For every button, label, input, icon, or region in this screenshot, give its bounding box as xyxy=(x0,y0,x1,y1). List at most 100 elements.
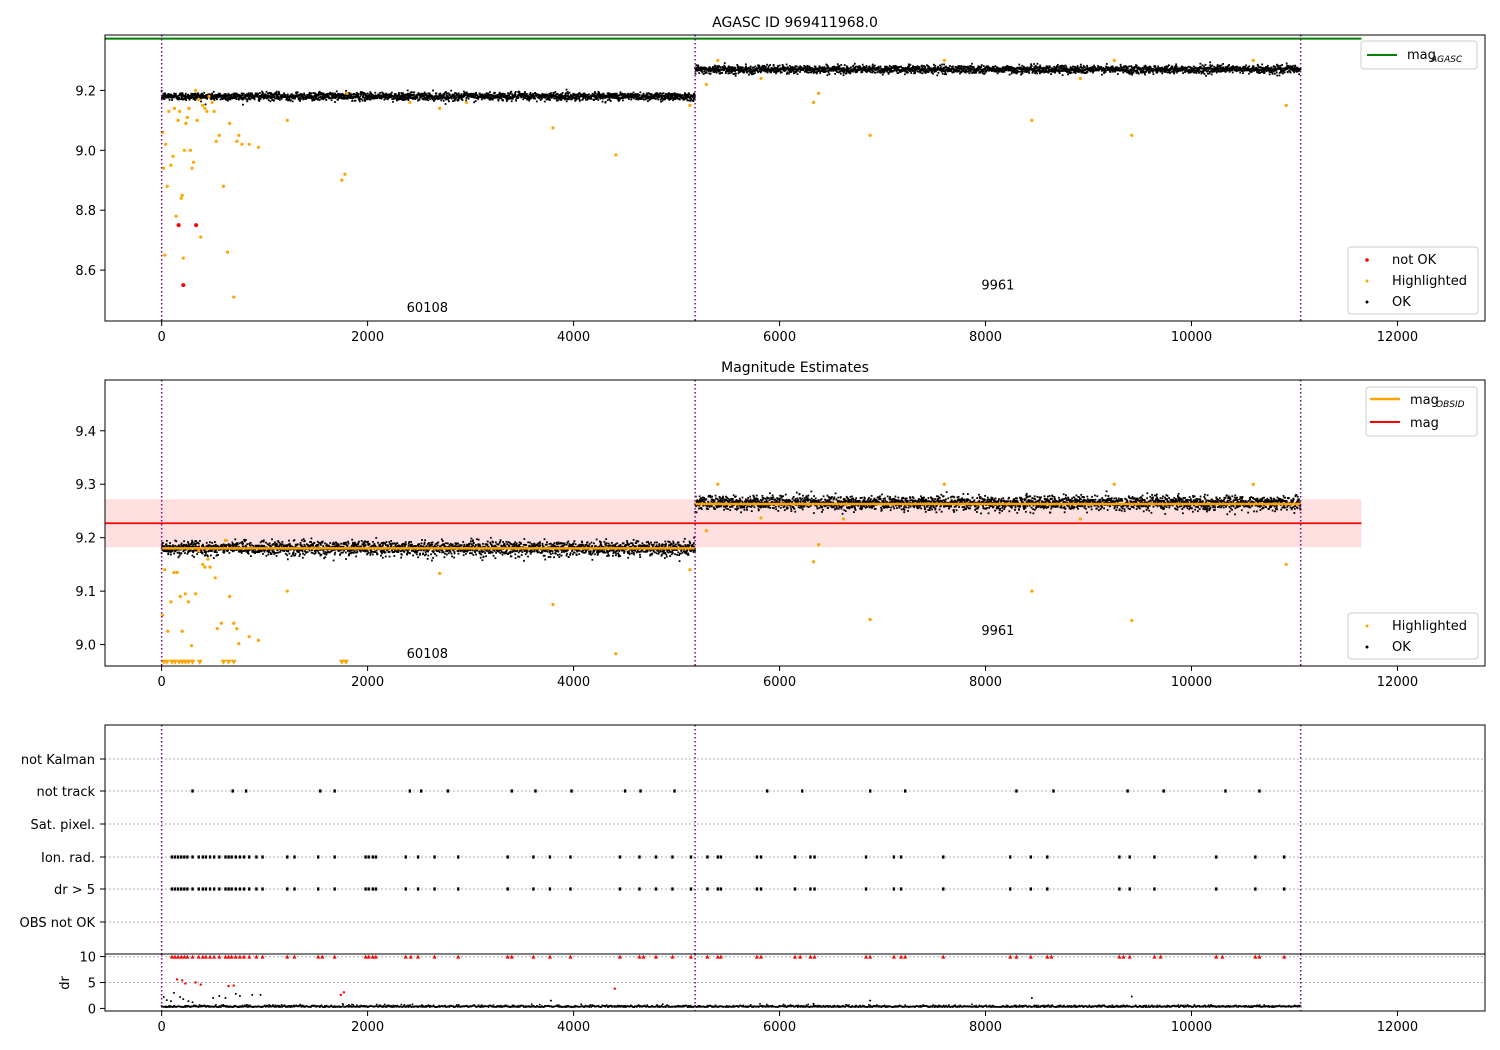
ok-point xyxy=(1223,70,1226,72)
ok-point xyxy=(1146,69,1149,72)
ok-point xyxy=(724,66,727,69)
ok-point xyxy=(609,94,612,97)
ok-point xyxy=(563,95,566,98)
ok-point xyxy=(265,95,268,98)
ok-point xyxy=(766,69,769,72)
ok-point xyxy=(681,94,684,97)
ok-point xyxy=(1082,66,1085,69)
ok-point xyxy=(780,68,783,71)
ok-point xyxy=(437,96,440,98)
ok-point xyxy=(1046,67,1049,69)
ok-point xyxy=(534,91,537,94)
ok-point xyxy=(663,95,666,98)
ok-point xyxy=(365,94,368,97)
ok-point xyxy=(954,70,957,73)
ok-point xyxy=(1160,67,1162,70)
ok-point xyxy=(703,70,706,73)
ok-point xyxy=(558,97,560,100)
ok-point xyxy=(593,93,596,96)
ok-point xyxy=(768,68,771,71)
ok-point xyxy=(1132,70,1135,73)
ok-point xyxy=(859,66,862,69)
ok-point xyxy=(983,72,986,75)
ok-point xyxy=(1277,65,1280,68)
ok-point xyxy=(532,94,535,97)
ok-point xyxy=(1131,71,1134,74)
ok-point xyxy=(986,66,989,69)
ok-point xyxy=(635,97,638,100)
ok-point xyxy=(1004,67,1007,70)
ok-point xyxy=(630,93,632,96)
ok-point xyxy=(730,70,733,73)
ok-point xyxy=(476,96,479,99)
ok-point xyxy=(489,98,492,101)
ok-point xyxy=(1012,69,1015,72)
ok-point xyxy=(966,70,968,73)
ok-point xyxy=(1232,65,1235,68)
ok-point xyxy=(611,96,613,99)
ok-point xyxy=(1251,70,1253,73)
ok-point xyxy=(1201,67,1204,70)
ok-point xyxy=(365,95,367,98)
ok-point xyxy=(283,93,286,96)
ok-point xyxy=(380,97,383,100)
ok-point xyxy=(1017,70,1020,73)
ok-point xyxy=(543,100,546,103)
ok-point xyxy=(916,70,919,73)
ok-point xyxy=(439,95,441,98)
ok-point xyxy=(1265,66,1267,68)
ok-point xyxy=(744,63,747,66)
ok-point xyxy=(334,101,336,103)
ok-point xyxy=(1279,64,1282,67)
ok-point xyxy=(1089,70,1092,73)
ok-point xyxy=(765,69,768,72)
ok-point xyxy=(569,93,572,96)
ok-point xyxy=(648,95,651,98)
ok-point xyxy=(443,92,446,94)
ok-point xyxy=(999,69,1002,72)
ok-point xyxy=(752,68,755,71)
ok-point xyxy=(359,91,362,93)
ok-point xyxy=(453,95,456,98)
ok-point xyxy=(1194,66,1197,69)
ok-point xyxy=(1128,70,1131,73)
ok-point xyxy=(364,100,366,102)
ok-point xyxy=(924,71,927,74)
panel1-xaxis: 0 2000 4000 6000 8000 10000 12000 xyxy=(158,321,1418,345)
ok-point xyxy=(466,95,469,97)
ok-point xyxy=(964,67,966,70)
ok-point xyxy=(395,95,398,98)
ok-point xyxy=(528,99,531,102)
ok-point xyxy=(1007,66,1010,69)
ok-point xyxy=(1085,68,1088,71)
ok-point xyxy=(1216,64,1219,66)
ok-point xyxy=(1134,66,1137,69)
ok-point xyxy=(1140,68,1143,71)
ok-point xyxy=(1027,68,1030,71)
ok-point xyxy=(289,95,292,98)
ok-point xyxy=(675,94,678,97)
ok-point xyxy=(887,67,890,70)
ok-point xyxy=(665,96,667,99)
ok-point xyxy=(710,70,712,73)
ok-point xyxy=(614,92,617,95)
ok-point xyxy=(932,72,934,75)
ok-point xyxy=(651,95,654,97)
ok-point xyxy=(631,92,634,95)
ok-point xyxy=(819,72,822,74)
ok-point xyxy=(979,71,982,74)
ok-point xyxy=(1129,72,1132,75)
ok-point xyxy=(1126,68,1129,70)
ok-point xyxy=(908,68,910,71)
ok-point xyxy=(653,95,656,97)
ok-point xyxy=(1145,70,1148,73)
ok-point xyxy=(715,69,718,71)
ok-point xyxy=(269,92,272,94)
ok-point xyxy=(460,97,463,100)
ok-point xyxy=(1068,69,1071,72)
ok-point xyxy=(1073,70,1076,73)
ok-point xyxy=(312,96,314,99)
ok-point xyxy=(629,95,632,97)
ok-point xyxy=(1082,65,1085,67)
